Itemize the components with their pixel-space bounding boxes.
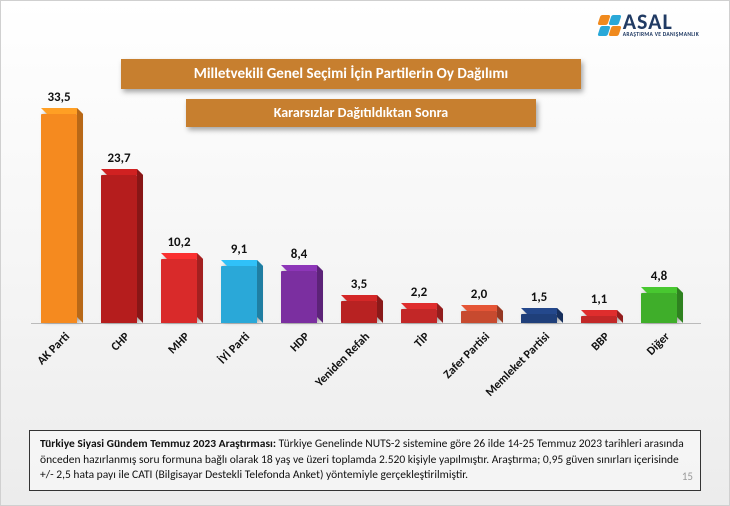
bar: 2,2 [401,309,437,323]
methodology-lead: Türkiye Siyasi Gündem Temmuz 2023 Araştı… [40,437,276,451]
bar: 23,7 [101,175,137,323]
bar-chart: 33,523,710,29,18,43,52,22,01,51,14,8 AK … [31,106,701,376]
bar-face [341,301,377,323]
brand-logo: ASAL ARAŞTIRMA VE DANIŞMANLIK [599,11,699,39]
bar: 1,5 [521,314,557,323]
bar-value-label: 2,0 [449,287,509,303]
bar-value-label: 8,4 [269,247,329,263]
bar-value-label: 1,5 [509,290,569,306]
bar-face [161,259,197,323]
bar-face [101,175,137,323]
bar-face [581,316,617,323]
bar-value-label: 33,5 [29,90,89,106]
methodology-note: Türkiye Siyasi Gündem Temmuz 2023 Araştı… [29,430,701,491]
logo-cell [608,26,621,36]
brand-logo-text: ASAL ARAŞTIRMA VE DANIŞMANLIK [623,11,699,39]
bar-face [281,271,317,323]
bar-chart-plot: 33,523,710,29,18,43,52,22,01,51,14,8 [31,106,701,324]
bar: 1,1 [581,316,617,323]
bar-face [401,309,437,323]
bar: 33,5 [41,114,77,323]
bar-value-label: 1,1 [569,292,629,308]
bar: 4,8 [641,293,677,323]
bar-face [641,293,677,323]
bar-face [521,314,557,323]
bar-face [461,311,497,323]
logo-cell [608,15,621,25]
bar-value-label: 23,7 [89,151,149,167]
bar: 8,4 [281,271,317,323]
slide: ASAL ARAŞTIRMA VE DANIŞMANLIK Milletveki… [0,0,730,506]
bar-face [41,114,77,323]
page-number: 15 [682,470,693,483]
bar-face [221,266,257,323]
brand-name: ASAL [623,11,699,33]
bar-value-label: 3,5 [329,277,389,293]
brand-logo-mark [599,15,619,35]
bar: 3,5 [341,301,377,323]
bar: 10,2 [161,259,197,323]
bar-value-label: 2,2 [389,285,449,301]
bar: 2,0 [461,311,497,323]
bar-value-label: 4,8 [629,269,689,285]
bar-value-label: 9,1 [209,242,269,258]
bar: 9,1 [221,266,257,323]
bar-value-label: 10,2 [149,235,209,251]
chart-title-main: Milletvekili Genel Seçimi İçin Partileri… [121,59,581,89]
brand-subtitle: ARAŞTIRMA VE DANIŞMANLIK [623,33,699,39]
